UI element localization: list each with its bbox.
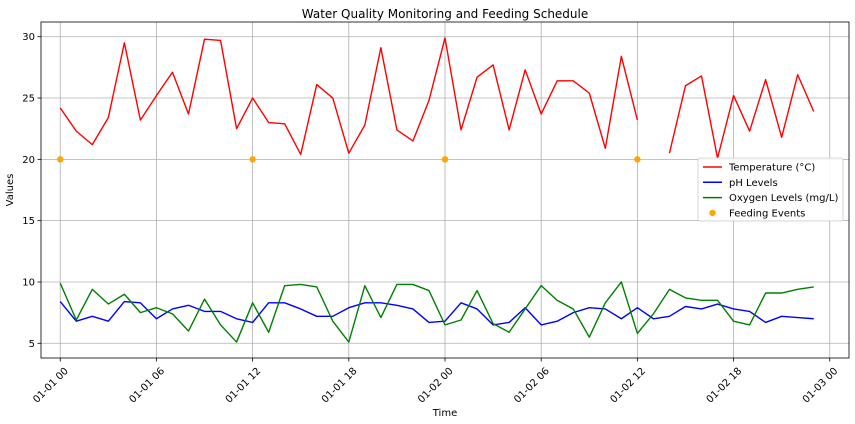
feeding-event-point (57, 156, 64, 163)
feeding-event-point (249, 156, 256, 163)
legend: Temperature (°C) pH Levels Oxygen Levels (… (697, 157, 844, 222)
series-oxygen-levels-mg-l-line (59, 281, 814, 343)
legend-label: Temperature (°C) (728, 163, 815, 174)
y-tick-label: 15 (22, 216, 35, 227)
series-ph-levels-line (59, 300, 814, 326)
x-axis-label: Time (432, 408, 457, 419)
y-tick-label: 20 (22, 155, 35, 166)
series-layer (57, 37, 815, 343)
series-temperature-c-line (59, 37, 815, 159)
feeding-event-point (441, 156, 449, 163)
legend-label: pH Levels (729, 178, 778, 189)
y-axis-label: Values (5, 174, 16, 207)
y-tick-label: 10 (22, 277, 35, 288)
y-tick-label: 25 (22, 94, 35, 105)
grid (41, 22, 849, 358)
y-axis: 5 10 15 20 25 30 (22, 32, 41, 350)
legend-swatch (709, 209, 716, 217)
chart-title: Water Quality Monitoring and Feeding Sch… (302, 7, 589, 21)
y-tick-label: 30 (22, 32, 35, 43)
legend-label: Oxygen Levels (mg/L) (729, 193, 838, 204)
legend-label: Feeding Events (729, 208, 805, 219)
feeding-event-point (634, 156, 641, 163)
y-tick-label: 5 (29, 339, 35, 350)
legend-box (697, 157, 844, 222)
